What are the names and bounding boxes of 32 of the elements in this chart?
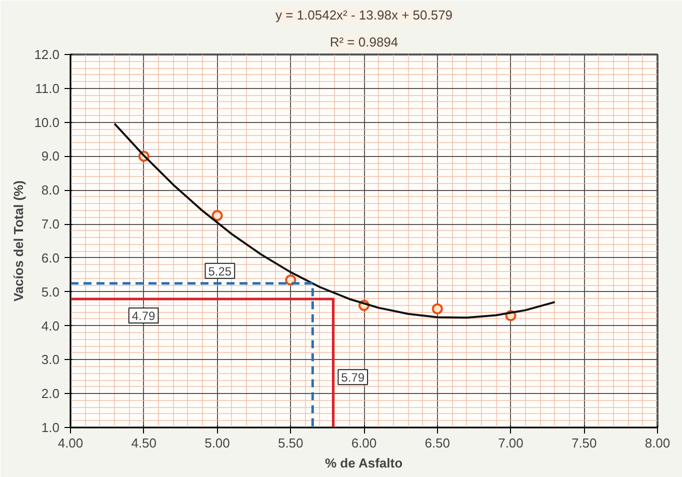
y-tick-label: 3.0 — [41, 352, 60, 368]
x-tick-label: 4.00 — [58, 436, 84, 450]
x-tick-label: 5.50 — [278, 436, 304, 450]
point — [285, 274, 296, 286]
y-tick-label: 8.0 — [41, 182, 60, 198]
annotation: 4.79 — [132, 308, 156, 323]
chart-title: y = 1.0542x² - 13.98x + 50.579 — [275, 8, 453, 22]
annotation: 5.25 — [208, 264, 232, 278]
chart-subtitle: R² = 0.9894 — [330, 34, 398, 50]
x-tick-label: 6.00 — [351, 436, 377, 450]
y-tick-label: 2.0 — [41, 386, 60, 402]
y-tick-label: 12.0 — [34, 47, 60, 62]
y-tick-label: 6.0 — [41, 250, 60, 266]
x-tick-label: 7.00 — [498, 436, 524, 450]
x-tick-label: 7.50 — [571, 436, 597, 450]
y-axis-title: Vacíos del Total (%) — [11, 180, 26, 302]
y-tick-label: 1.0 — [41, 420, 60, 435]
annotation: 5.79 — [341, 370, 365, 385]
point — [432, 303, 443, 314]
x-tick-label: 4.50 — [131, 436, 157, 450]
x-tick-label: 6.50 — [424, 436, 450, 450]
y-tick-label: 7.0 — [41, 216, 60, 232]
x-tick-label: 8.00 — [644, 436, 670, 450]
x-tick-label: 5.00 — [204, 436, 230, 450]
y-tick-label: 11.0 — [35, 80, 60, 96]
y-tick-label: 5.0 — [41, 284, 60, 300]
line-series — [114, 122, 556, 319]
y-tick-label: 9.0 — [41, 148, 60, 164]
point — [212, 210, 223, 222]
y-tick-label: 4.0 — [41, 318, 60, 334]
y-tick-label: 10.0 — [34, 114, 60, 130]
x-axis-title: % de Asfalto — [324, 456, 403, 470]
